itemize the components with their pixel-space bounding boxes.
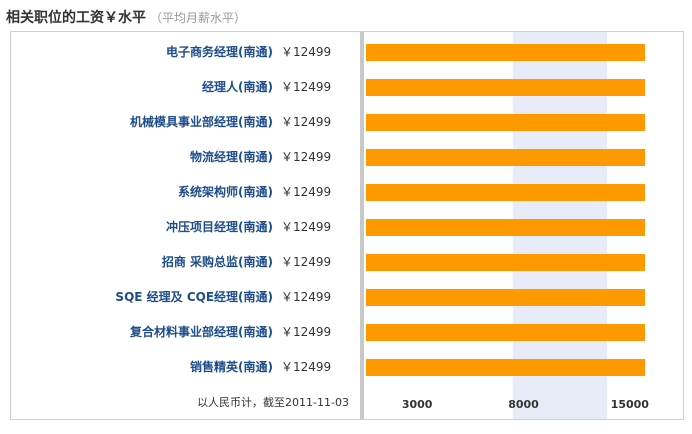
salary-label: ￥12499: [281, 360, 332, 374]
job-title-link[interactable]: 经理人(南通): [202, 80, 273, 94]
salary-label: ￥12499: [281, 185, 332, 199]
salary-label: ￥12499: [281, 325, 332, 339]
chart-title: 相关职位的工资￥水平: [6, 10, 146, 26]
bar: [366, 219, 646, 236]
category-row: 经理人(南通) ￥12499: [11, 70, 359, 105]
salary-label: ￥12499: [281, 150, 332, 164]
bar: [366, 324, 646, 341]
x-tick-label: 15000: [611, 398, 650, 411]
category-row: 复合材料事业部经理(南通) ￥12499: [11, 315, 359, 350]
category-labels: 电子商务经理(南通) ￥12499 经理人(南通) ￥12499 机械模具事业部经理(南…: [11, 32, 359, 419]
bar-chart: 3000 8000 15000: [366, 32, 650, 419]
footnote: 以人民币计，截至2011-11-03: [197, 396, 349, 409]
job-title-link[interactable]: 物流经理(南通): [190, 150, 273, 164]
job-title-link[interactable]: 复合材料事业部经理(南通): [130, 325, 273, 339]
chart-frame: 电子商务经理(南通) ￥12499 经理人(南通) ￥12499 机械模具事业部经理(南…: [10, 31, 684, 420]
job-title-link[interactable]: 系统架构师(南通): [178, 185, 273, 199]
bar: [366, 79, 646, 96]
bar: [366, 44, 646, 61]
job-title-link[interactable]: 冲压项目经理(南通): [166, 220, 273, 234]
category-row: 冲压项目经理(南通) ￥12499: [11, 210, 359, 245]
category-row: 物流经理(南通) ￥12499: [11, 140, 359, 175]
job-title-link[interactable]: 电子商务经理(南通): [166, 45, 273, 59]
job-title-link[interactable]: 招商 采购总监(南通): [161, 255, 273, 269]
salary-label: ￥12499: [281, 115, 332, 129]
job-title-link[interactable]: 销售精英(南通): [190, 360, 273, 374]
salary-label: ￥12499: [281, 255, 332, 269]
bar: [366, 359, 646, 376]
x-tick-label: 3000: [402, 398, 433, 411]
salary-label: ￥12499: [281, 80, 332, 94]
bar: [366, 184, 646, 201]
bar: [366, 149, 646, 166]
category-row: 销售精英(南通) ￥12499: [11, 350, 359, 385]
job-title-link[interactable]: SQE 经理及 CQE经理(南通): [115, 290, 273, 304]
salary-label: ￥12499: [281, 290, 332, 304]
bar: [366, 114, 646, 131]
bar: [366, 289, 646, 306]
category-row: 电子商务经理(南通) ￥12499: [11, 35, 359, 70]
axis-separator: [360, 32, 364, 419]
category-row: 机械模具事业部经理(南通) ￥12499: [11, 105, 359, 140]
category-row: SQE 经理及 CQE经理(南通) ￥12499: [11, 280, 359, 315]
job-title-link[interactable]: 机械模具事业部经理(南通): [130, 115, 273, 129]
salary-label: ￥12499: [281, 220, 332, 234]
chart-subtitle: （平均月薪水平）: [150, 11, 247, 25]
x-tick-label: 8000: [508, 398, 539, 411]
salary-label: ￥12499: [281, 45, 332, 59]
bar: [366, 254, 646, 271]
chart-header: 相关职位的工资￥水平 （平均月薪水平）: [6, 4, 246, 30]
category-row: 系统架构师(南通) ￥12499: [11, 175, 359, 210]
category-row: 招商 采购总监(南通) ￥12499: [11, 245, 359, 280]
